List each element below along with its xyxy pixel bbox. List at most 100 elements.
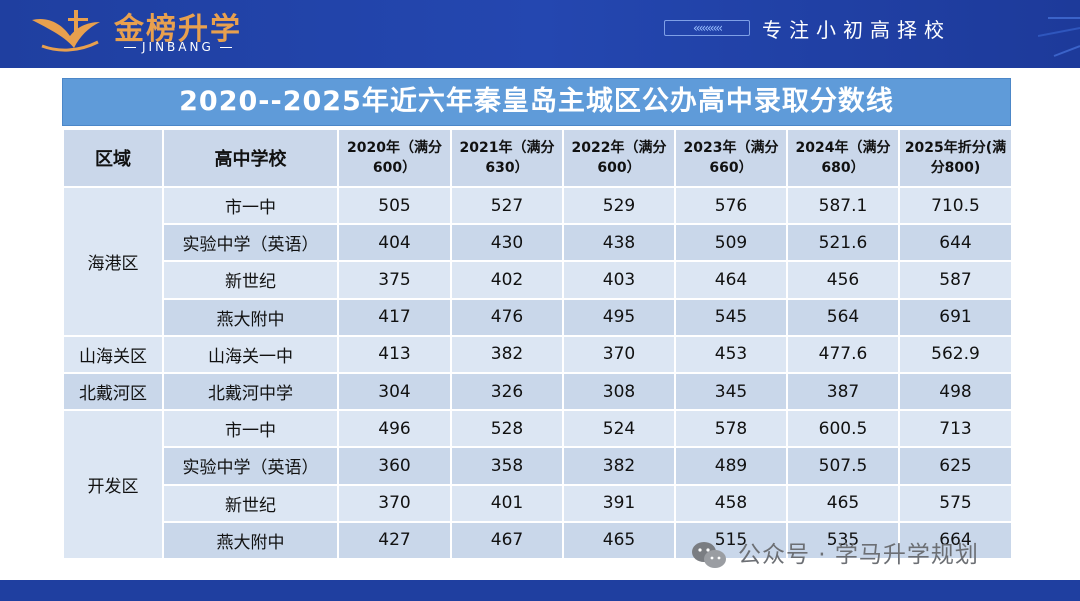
table-row: 开发区 市一中 496 528 524 578 600.5 713: [62, 409, 1013, 560]
score-cell: 458: [674, 483, 788, 523]
score-cell: 464: [674, 260, 788, 300]
score-cell: 387: [786, 371, 900, 412]
score-cell: 467: [450, 520, 564, 560]
score-cell: 326: [450, 371, 564, 412]
score-cell: 358: [450, 446, 564, 486]
score-cell: 417: [337, 297, 452, 337]
score-cell: 575: [898, 483, 1013, 523]
watermark-text: 公众号 · 学马升学规划: [738, 542, 979, 568]
school-cell: 实验中学（英语）: [162, 223, 339, 263]
slogan: 专注小初高择校: [762, 18, 951, 42]
score-cell: 587.1: [786, 185, 900, 226]
score-cell: 489: [674, 446, 788, 486]
footer-bar: [0, 580, 1080, 601]
school-cell: 实验中学（英语）: [162, 446, 339, 486]
score-cell: 528: [450, 409, 564, 449]
score-cell: 564: [786, 297, 900, 337]
header-school: 高中学校: [162, 128, 339, 188]
score-cell: 465: [786, 483, 900, 523]
score-cell: 427: [337, 520, 452, 560]
header-year: 2020年（满分600）: [337, 128, 452, 188]
score-cell: 456: [786, 260, 900, 300]
header-year: 2021年（满分630）: [450, 128, 564, 188]
district-cell: 北戴河区: [62, 371, 164, 412]
score-cell: 521.6: [786, 223, 900, 263]
score-cell: 644: [898, 223, 1013, 263]
score-cell: 375: [337, 260, 452, 300]
district-cell: 开发区: [62, 409, 164, 560]
school-cell: 新世纪: [162, 260, 339, 300]
score-cell: 507.5: [786, 446, 900, 486]
school-cell: 燕大附中: [162, 520, 339, 560]
score-cell: 370: [337, 483, 452, 523]
score-cell: 391: [562, 483, 676, 523]
logo-icon: [32, 10, 100, 52]
score-cell: 360: [337, 446, 452, 486]
header-year: 2024年（满分680）: [786, 128, 900, 188]
score-cell: 505: [337, 185, 452, 226]
score-cell: 576: [674, 185, 788, 226]
score-cell: 527: [450, 185, 564, 226]
score-cell: 382: [450, 334, 564, 374]
score-cell: 402: [450, 260, 564, 300]
score-cell: 495: [562, 297, 676, 337]
school-cell: 新世纪: [162, 483, 339, 523]
score-cell: 524: [562, 409, 676, 449]
score-table: 区域 高中学校 2020年（满分600） 2021年（满分630） 2022年（…: [62, 128, 1013, 560]
district-cell: 海港区: [62, 186, 164, 337]
table-row: 山海关区 山海关一中 413 382 370 453 477.6 562.9: [62, 334, 1013, 374]
page-title: 2020--2025年近六年秦皇岛主城区公办高中录取分数线: [62, 78, 1011, 126]
score-cell: 345: [674, 371, 788, 412]
brand-sub: JINBANG: [118, 40, 238, 54]
school-cell: 北戴河中学: [162, 371, 339, 412]
score-cell: 496: [337, 409, 452, 449]
header-year: 2025年折分(满分800): [898, 128, 1013, 188]
score-cell: 401: [450, 483, 564, 523]
table-row: 燕大附中 427 467 465 515 535 664: [63, 520, 1013, 560]
school-cell: 市一中: [162, 409, 339, 449]
table-row: 北戴河区 北戴河中学 304 326 308 345 387 498: [62, 371, 1013, 412]
score-cell: 587: [898, 260, 1013, 300]
score-cell: 509: [674, 223, 788, 263]
wechat-icon: [692, 542, 726, 568]
score-cell: 691: [898, 297, 1013, 337]
score-cell: 529: [562, 185, 676, 226]
school-cell: 燕大附中: [162, 297, 339, 337]
score-cell: 535: [786, 520, 900, 560]
score-cell: 498: [898, 371, 1013, 412]
school-cell: 山海关一中: [162, 334, 339, 374]
table-row: 新世纪 375 402 403 464 456 587: [63, 260, 1013, 300]
score-cell: 465: [562, 520, 676, 560]
score-cell: 664: [898, 520, 1013, 560]
score-cell: 403: [562, 260, 676, 300]
header-district: 区域: [62, 128, 164, 188]
score-cell: 404: [337, 223, 452, 263]
score-cell: 430: [450, 223, 564, 263]
header-bar: 金榜升学 JINBANG ‹‹‹‹‹‹‹‹‹‹ 专注小初高择校: [0, 0, 1080, 68]
score-cell: 545: [674, 297, 788, 337]
header-year: 2023年（满分660）: [674, 128, 788, 188]
table-header-row: 区域 高中学校 2020年（满分600） 2021年（满分630） 2022年（…: [62, 128, 1013, 188]
score-cell: 477.6: [786, 334, 900, 374]
score-cell: 304: [337, 371, 452, 412]
score-cell: 562.9: [898, 334, 1013, 374]
score-cell: 413: [337, 334, 452, 374]
score-cell: 476: [450, 297, 564, 337]
school-cell: 市一中: [162, 185, 339, 226]
header-year: 2022年（满分600）: [562, 128, 676, 188]
score-cell: 710.5: [898, 185, 1013, 226]
chevrons-icon: ‹‹‹‹‹‹‹‹‹‹: [664, 20, 750, 36]
table-row: 海港区 市一中 505 527 529 576 587.1 710.5: [62, 185, 1013, 337]
table-row: 实验中学（英语） 404 430 438 509 521.6 644: [63, 223, 1013, 263]
score-cell: 625: [898, 446, 1013, 486]
table-row: 燕大附中 417 476 495 545 564 691: [63, 297, 1013, 337]
score-cell: 713: [898, 409, 1013, 449]
score-cell: 578: [674, 409, 788, 449]
score-cell: 370: [562, 334, 676, 374]
score-cell: 308: [562, 371, 676, 412]
table-row: 新世纪 370 401 391 458 465 575: [63, 483, 1013, 523]
score-cell: 453: [674, 334, 788, 374]
score-cell: 438: [562, 223, 676, 263]
corner-decoration-icon: [1038, 17, 1080, 57]
table-row: 实验中学（英语） 360 358 382 489 507.5 625: [63, 446, 1013, 486]
